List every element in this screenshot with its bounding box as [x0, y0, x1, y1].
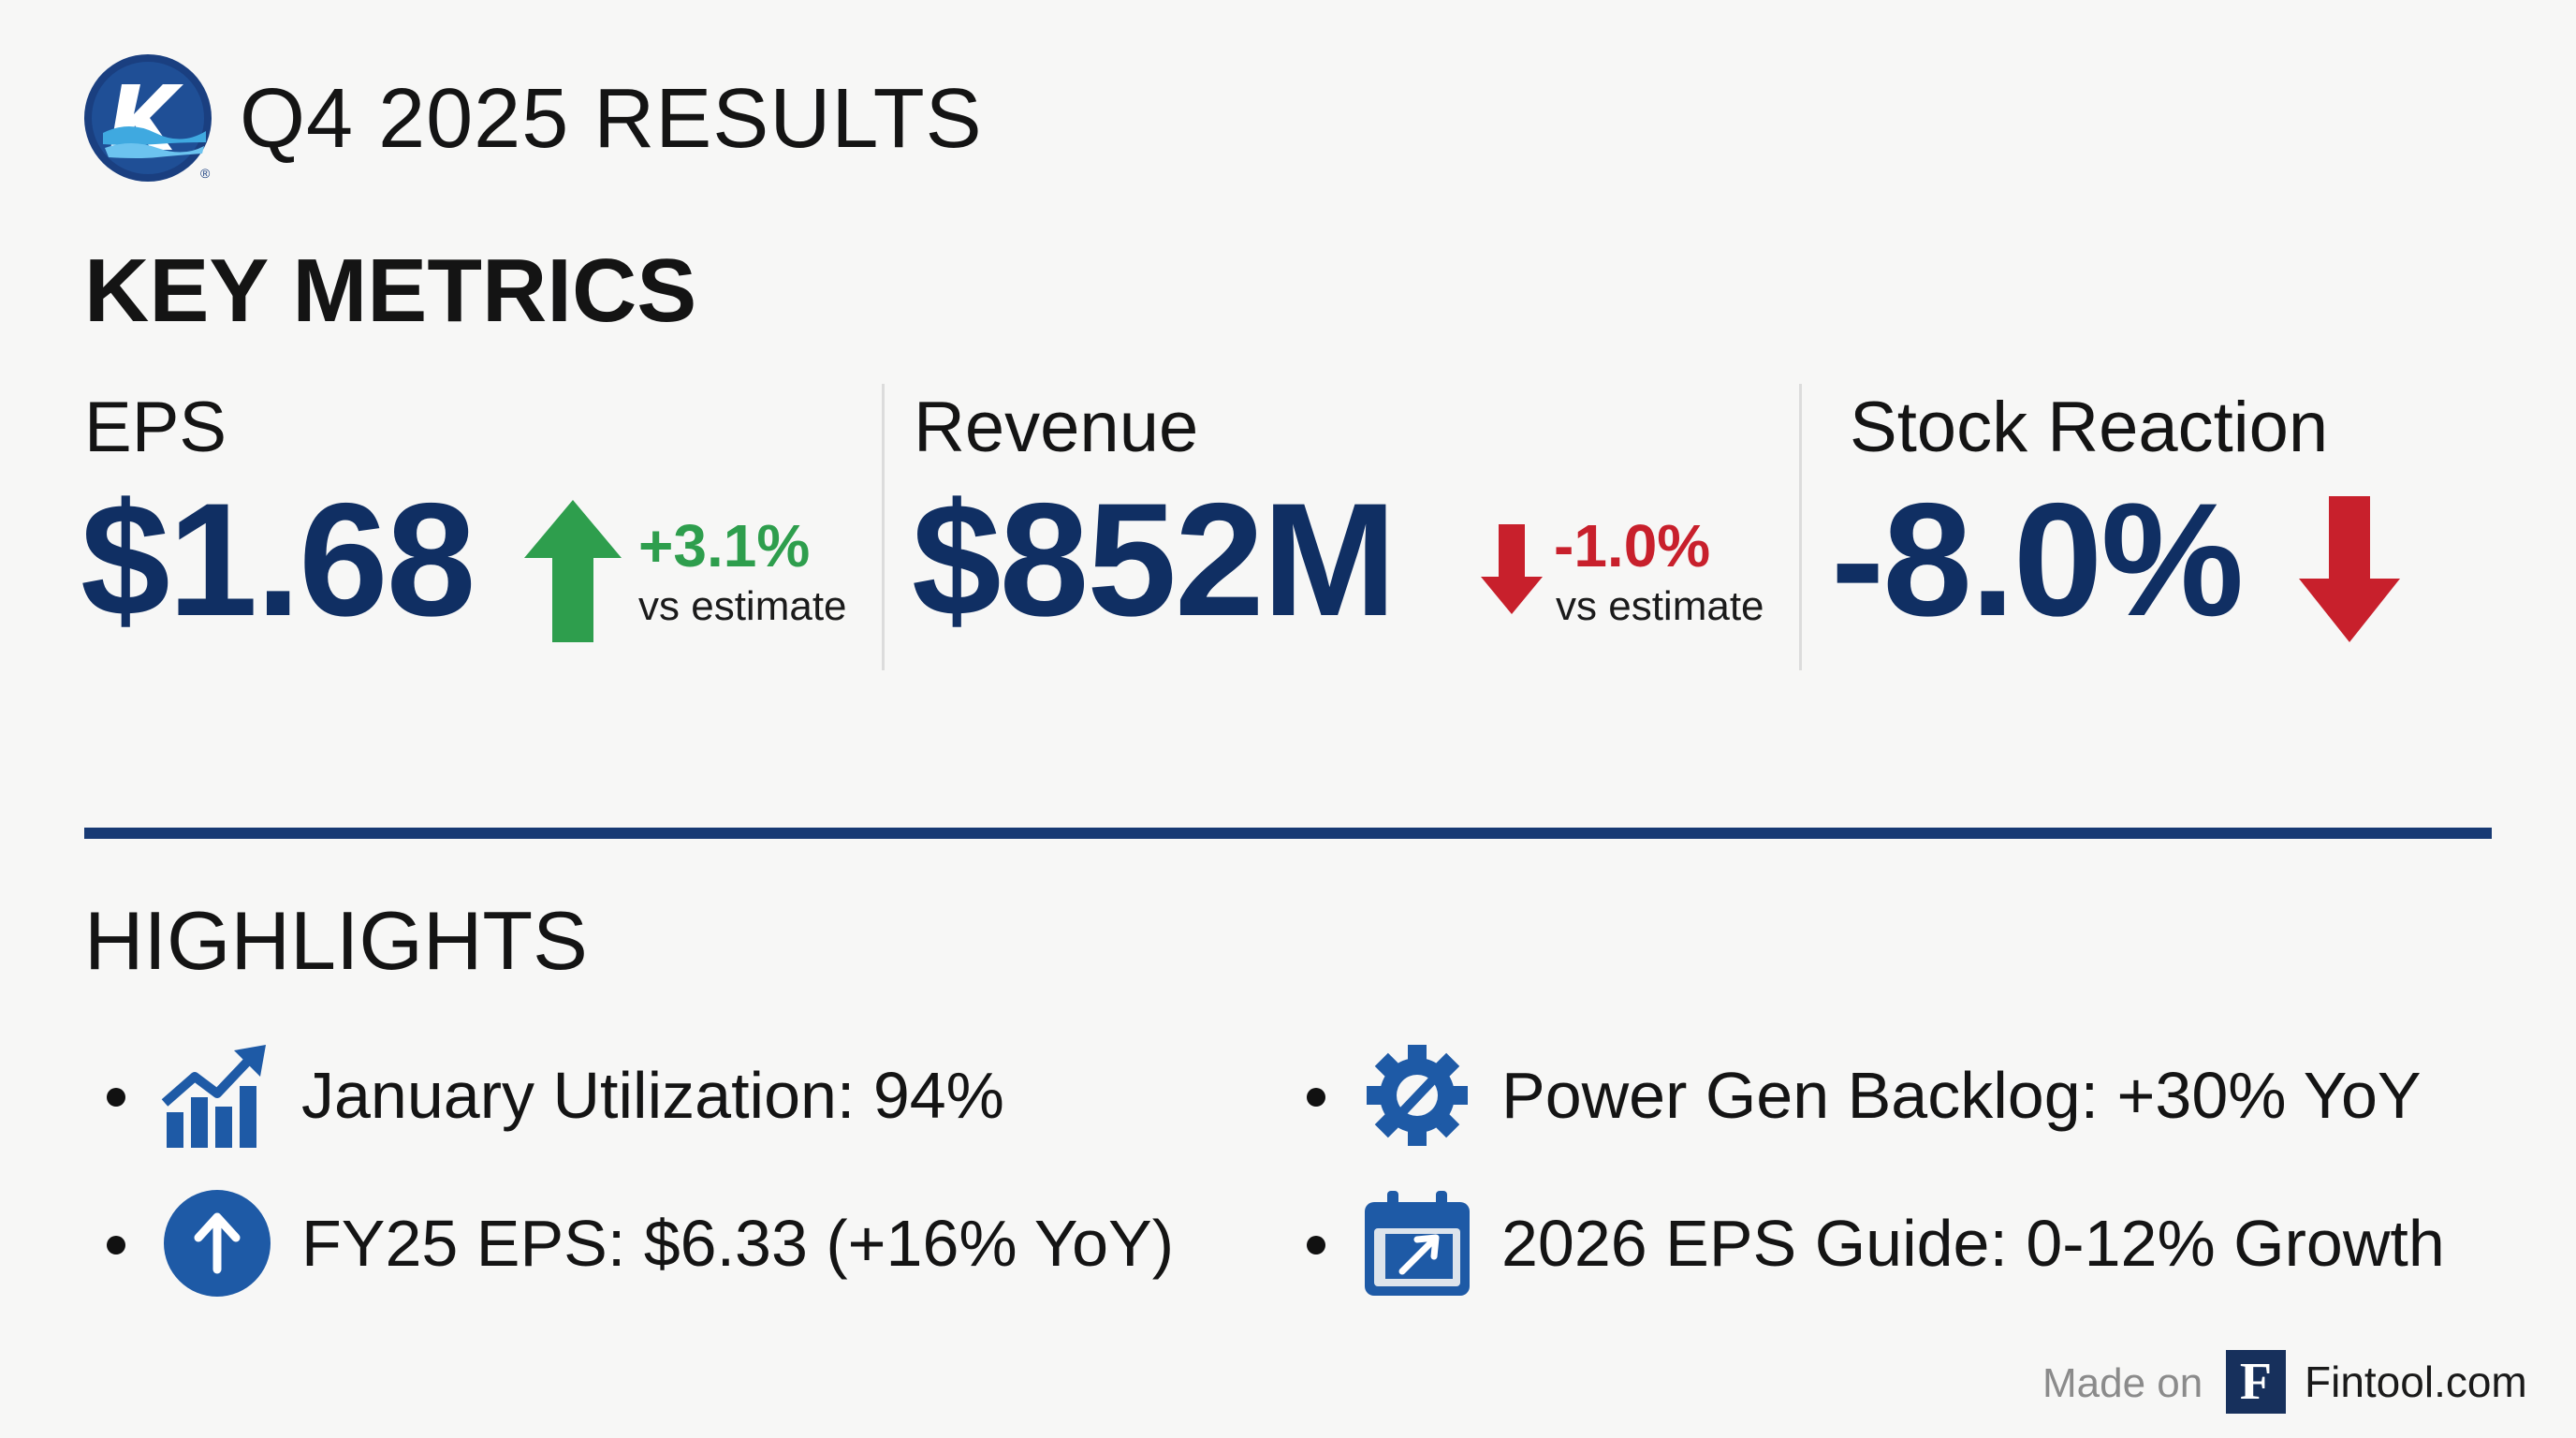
metric-divider — [882, 384, 885, 670]
highlights-title: HIGHLIGHTS — [84, 894, 588, 987]
bullet — [107, 1236, 125, 1255]
down-arrow-icon — [1481, 524, 1543, 614]
eps-label: EPS — [84, 388, 227, 467]
company-logo: ® — [84, 54, 212, 182]
page-title: Q4 2025 RESULTS — [240, 72, 983, 166]
key-metrics-title: KEY METRICS — [84, 241, 697, 341]
fintool-link[interactable]: Fintool.com — [2305, 1357, 2527, 1406]
eps-value: $1.68 — [80, 470, 476, 650]
bullet — [1307, 1236, 1325, 1255]
svg-text:®: ® — [200, 166, 211, 181]
up-arrow-icon — [524, 500, 622, 642]
highlight-item: January Utilization: 94% — [301, 1059, 1004, 1132]
down-arrow-icon — [2299, 496, 2400, 642]
revenue-delta-sub: vs estimate — [1556, 583, 1764, 629]
fintool-logo: F — [2226, 1350, 2286, 1414]
metric-divider — [1799, 384, 1802, 670]
eps-delta-sub: vs estimate — [638, 583, 847, 629]
calendar-arrow-icon — [1365, 1191, 1470, 1296]
up-arrow-circle-icon — [164, 1190, 271, 1297]
highlight-item: Power Gen Backlog: +30% YoY — [1501, 1059, 2422, 1132]
gear-arrow-icon — [1367, 1045, 1468, 1146]
growth-chart-icon — [161, 1045, 266, 1148]
stock-reaction-label: Stock Reaction — [1850, 388, 2329, 467]
bullet — [1307, 1088, 1325, 1107]
revenue-value: $852M — [912, 470, 1397, 650]
revenue-delta: -1.0% — [1554, 512, 1711, 580]
revenue-label: Revenue — [914, 388, 1199, 467]
stock-reaction-value: -8.0% — [1831, 470, 2244, 650]
eps-delta: +3.1% — [638, 512, 811, 580]
section-divider — [84, 828, 2492, 839]
highlight-item: FY25 EPS: $6.33 (+16% YoY) — [301, 1207, 1175, 1280]
made-on-label: Made on — [2042, 1360, 2203, 1406]
highlight-item: 2026 EPS Guide: 0-12% Growth — [1501, 1207, 2445, 1280]
bullet — [107, 1088, 125, 1107]
